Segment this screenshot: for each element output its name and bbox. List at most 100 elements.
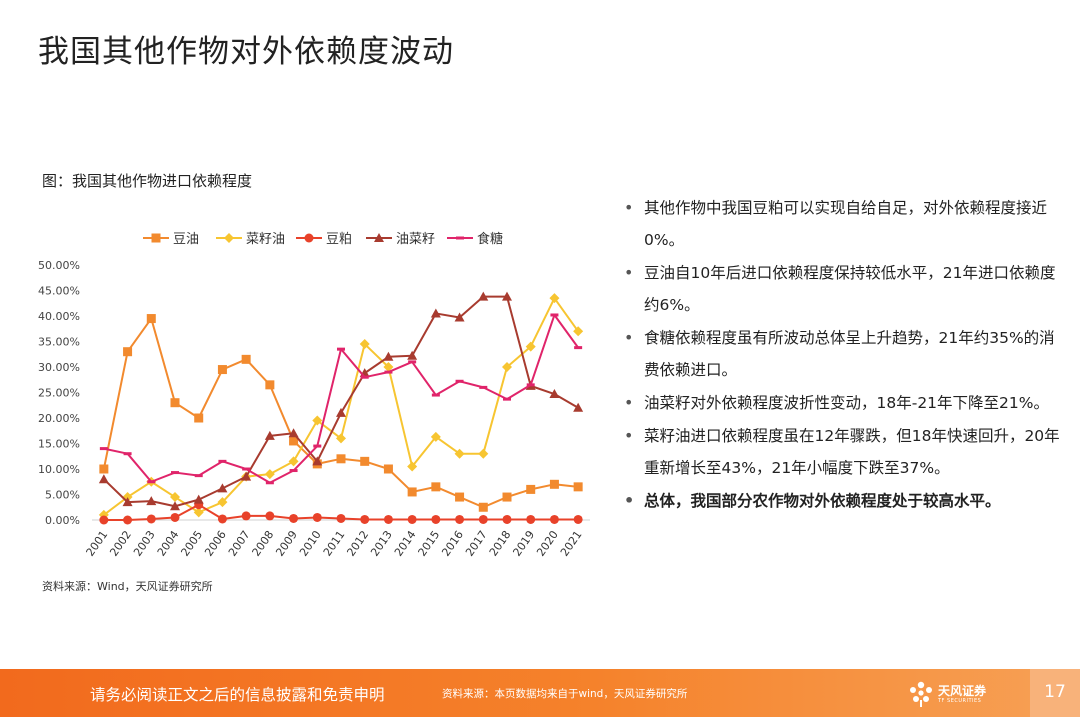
page-number-box: 17 [1030, 669, 1080, 717]
data-point-2 [312, 415, 323, 426]
data-point-4 [549, 389, 560, 399]
data-point-1 [123, 347, 133, 357]
x-tick-label: 2016 [439, 528, 466, 558]
data-point-2 [573, 326, 584, 337]
flower-logo-icon [910, 681, 932, 707]
chart-caption: 图：我国其他作物进口依赖程度 [42, 172, 253, 190]
x-tick-label: 2009 [273, 528, 300, 558]
data-point-1 [146, 314, 156, 324]
data-point-1 [573, 482, 583, 492]
data-point-5 [550, 313, 559, 317]
data-point-3 [99, 515, 109, 525]
bullet-item: 其他作物中我国豆粕可以实现自给自足，对外依赖程度接近0%。 [622, 192, 1062, 256]
data-point-1 [265, 380, 275, 390]
logo-text: 天风证券 [938, 684, 987, 698]
y-tick-label: 15.00% [38, 438, 80, 451]
data-point-1 [407, 487, 417, 497]
legend-label: 菜籽油 [246, 232, 285, 247]
x-tick-label: 2010 [297, 528, 324, 558]
legend-label: 食糖 [477, 231, 503, 247]
data-point-5 [313, 444, 322, 448]
data-point-5 [455, 379, 464, 383]
data-point-1 [289, 436, 299, 446]
data-point-4 [312, 456, 323, 466]
footer-bar: 请务必阅读正文之后的信息披露和免责申明 资料来源：本页数据均来自于wind，天风… [0, 669, 1080, 717]
data-point-1 [478, 502, 488, 512]
data-point-3 [123, 515, 133, 525]
data-point-4 [478, 291, 489, 301]
data-point-2 [407, 461, 418, 472]
data-point-2 [502, 362, 512, 372]
data-point-4 [407, 350, 418, 360]
data-point-3 [170, 512, 180, 522]
x-tick-label: 2008 [250, 528, 277, 558]
y-tick-label: 5.00% [45, 489, 80, 502]
legend-marker [224, 233, 234, 243]
data-point-1 [336, 454, 346, 464]
data-point-2 [549, 293, 560, 304]
data-point-1 [455, 492, 465, 502]
bullet-item: 豆油自10年后进口依赖程度保持较低水平，21年进口依赖度约6%。 [622, 257, 1062, 321]
y-tick-label: 10.00% [38, 463, 80, 476]
data-point-3 [573, 514, 583, 524]
legend-marker [374, 233, 384, 242]
x-tick-label: 2002 [107, 528, 134, 558]
x-tick-label: 2005 [178, 528, 205, 558]
data-point-2 [170, 492, 180, 503]
data-point-5 [503, 397, 511, 401]
data-point-1 [431, 482, 441, 492]
data-point-4 [383, 351, 394, 361]
data-point-2 [264, 469, 275, 480]
legend-marker [151, 233, 161, 243]
y-tick-label: 30.00% [38, 361, 80, 374]
x-tick-label: 2011 [321, 528, 348, 558]
legend-marker [304, 233, 314, 243]
data-point-5 [360, 375, 369, 379]
footer-disclaimer[interactable]: 请务必阅读正文之后的信息披露和免责申明 [90, 686, 385, 704]
source-note: 资料来源：Wind，天风证券研究所 [42, 580, 213, 593]
data-point-3 [407, 514, 417, 524]
y-tick-label: 20.00% [38, 412, 80, 425]
y-tick-label: 40.00% [38, 310, 80, 323]
x-tick-label: 2015 [416, 528, 443, 558]
data-point-3 [146, 514, 156, 524]
data-point-2 [217, 497, 228, 508]
y-tick-label: 35.00% [38, 336, 80, 349]
x-tick-label: 2017 [463, 528, 490, 558]
data-point-5 [574, 346, 583, 350]
data-point-4 [264, 430, 275, 440]
data-point-3 [549, 514, 559, 524]
bullet-list: 其他作物中我国豆粕可以实现自给自足，对外依赖程度接近0%。 豆油自10年后进口依… [622, 192, 1062, 518]
data-point-4 [430, 308, 441, 318]
legend-marker [456, 236, 464, 240]
company-logo: 天风证券 TF SECURITIES [908, 679, 988, 709]
page-number: 17 [1044, 682, 1066, 702]
data-point-3 [336, 513, 346, 523]
data-point-5 [265, 481, 274, 485]
data-point-3 [526, 514, 536, 524]
logo-subtext: TF SECURITIES [938, 698, 982, 704]
data-point-1 [549, 479, 559, 489]
data-point-5 [289, 469, 298, 473]
x-tick-label: 2013 [368, 528, 395, 558]
data-point-5 [431, 393, 440, 397]
y-tick-label: 45.00% [38, 285, 80, 298]
data-point-5 [123, 452, 132, 456]
data-point-4 [288, 428, 299, 438]
data-point-5 [171, 471, 179, 475]
legend-label: 豆油 [173, 232, 199, 247]
data-point-5 [479, 385, 488, 389]
x-tick-label: 2004 [155, 528, 182, 558]
data-point-1 [194, 413, 204, 423]
data-point-2 [525, 341, 536, 352]
data-point-2 [383, 362, 394, 372]
data-point-5 [526, 383, 535, 387]
data-point-2 [430, 431, 441, 442]
data-point-2 [193, 507, 204, 518]
data-point-4 [170, 501, 180, 511]
y-tick-label: 50.00% [38, 259, 80, 272]
data-point-4 [98, 474, 109, 484]
data-point-3 [478, 514, 488, 524]
data-point-2 [454, 448, 465, 459]
